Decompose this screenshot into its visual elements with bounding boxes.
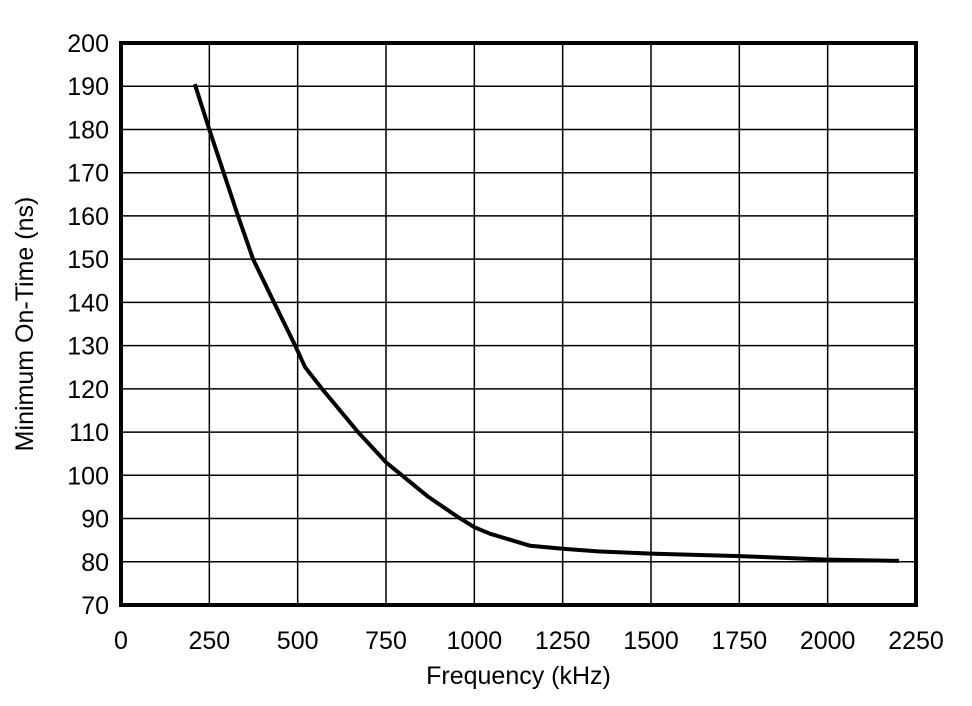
x-tick-label: 2000 [800,627,856,655]
y-tick-label: 130 [67,333,109,361]
x-tick-label: 250 [188,627,230,655]
plot-frame [119,41,918,607]
y-tick-label: 190 [67,73,109,101]
x-tick-label: 1000 [447,627,503,655]
y-tick-label: 110 [69,419,109,447]
x-axis-tick-labels: 0 250 500 750 1000 1250 1500 1750 2000 2250 [114,627,944,655]
x-tick-label: 500 [277,627,319,655]
x-tick-label: 750 [365,627,407,655]
y-tick-label: 70 [81,592,109,620]
y-tick-label: 90 [81,506,109,534]
y-tick-label: 170 [67,160,109,188]
y-tick-label: 140 [67,289,109,317]
series-line [192,83,900,563]
y-tick-label: 180 [67,116,109,144]
y-tick-label: 100 [67,462,109,490]
x-tick-label: 1750 [712,627,768,655]
y-tick-label: 200 [67,30,109,58]
x-tick-label: 1500 [623,627,679,655]
x-tick-label: 1250 [535,627,591,655]
y-axis-tick-labels: 70 80 90 100 110 120 130 140 150 160 170 180 190 200 [67,30,109,620]
x-tick-label: 0 [114,627,128,655]
x-tick-label: 2250 [888,627,944,655]
x-axis-title: Frequency (kHz) [426,662,611,690]
y-tick-label: 80 [81,549,109,577]
y-tick-label: 160 [67,203,109,231]
grid-lines [120,42,917,606]
y-tick-label: 150 [67,246,109,274]
y-axis-title: Minimum On-Time (ns) [11,197,39,452]
y-tick-label: 120 [67,376,109,404]
data-series [192,83,900,563]
